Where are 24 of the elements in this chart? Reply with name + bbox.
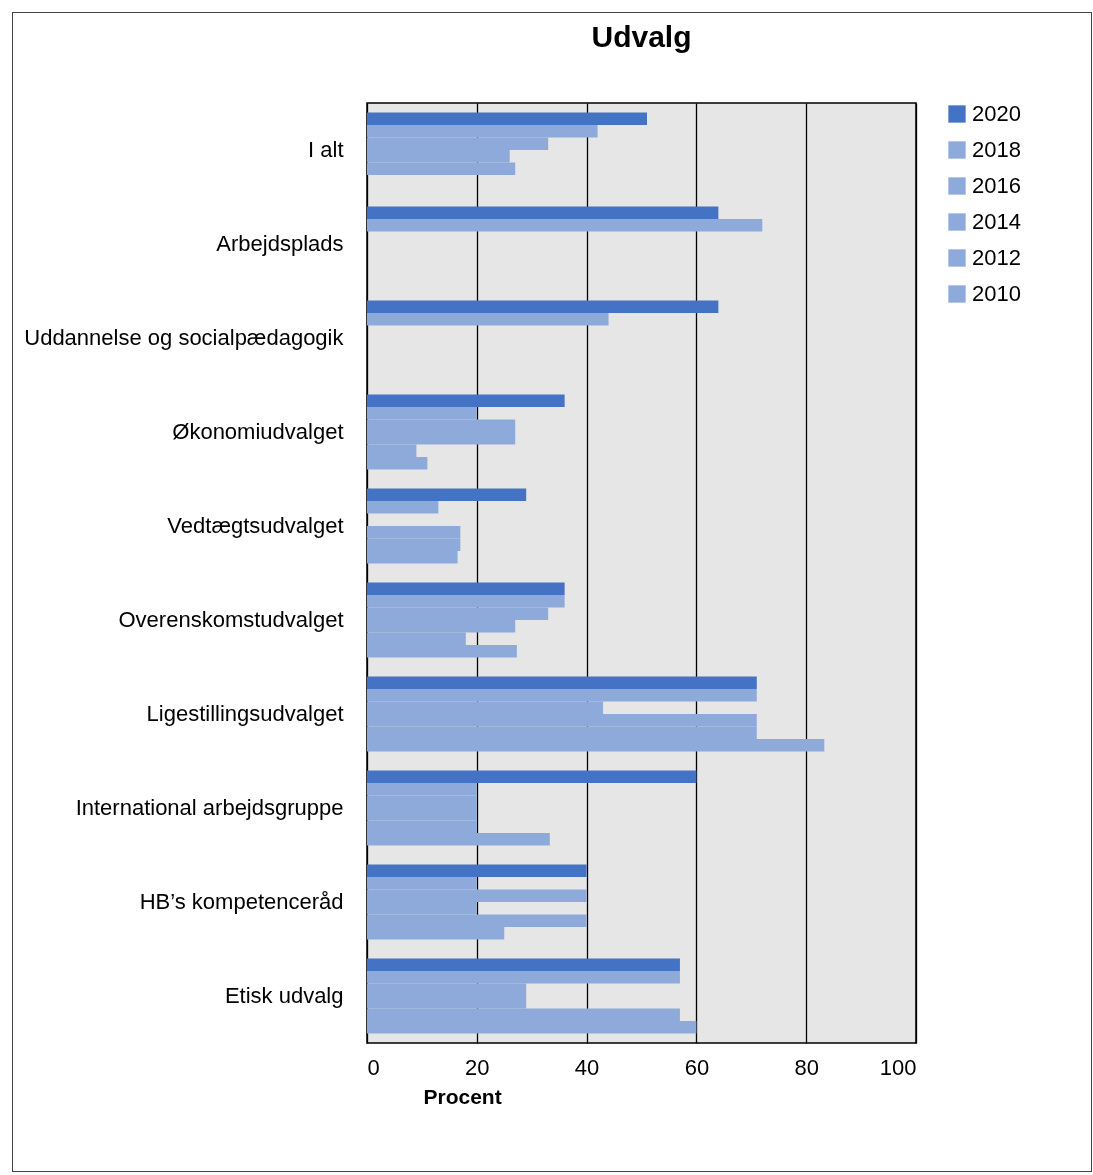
legend-label: 2018	[972, 137, 1021, 162]
x-tick-label: 80	[794, 1054, 819, 1080]
y-tick-label: Vedtægtsudvalget	[167, 513, 344, 538]
y-tick-label: HB’s kompetenceråd	[139, 889, 344, 914]
y-tick-label: Etisk udvalg	[224, 983, 344, 1008]
legend-label: 2010	[972, 281, 1021, 306]
x-tick-label: 20	[465, 1054, 490, 1080]
legend-label: 2014	[972, 209, 1021, 234]
y-tick-label: Arbejdsplads	[216, 231, 344, 256]
y-tick-label: International arbejdsgruppe	[75, 795, 344, 820]
chart-title: Udvalg	[591, 20, 692, 53]
y-tick-label: Uddannelse og socialpædagogik	[24, 325, 345, 350]
x-tick-label: 100	[879, 1054, 917, 1080]
y-tick-label: Overenskomstudvalget	[118, 607, 344, 632]
legend-label: 2020	[972, 101, 1021, 126]
y-tick-label: I alt	[308, 137, 344, 162]
x-tick-label: 0	[367, 1054, 380, 1080]
legend-label: 2012	[972, 245, 1021, 270]
x-tick-label: 40	[574, 1054, 600, 1080]
y-tick-label: Ligestillingsudvalget	[146, 701, 344, 726]
legend-label: 2016	[972, 173, 1021, 198]
x-axis-title: Procent	[423, 1084, 502, 1108]
y-tick-label: Økonomiudvalget	[172, 419, 344, 444]
x-tick-label: 60	[684, 1054, 710, 1080]
